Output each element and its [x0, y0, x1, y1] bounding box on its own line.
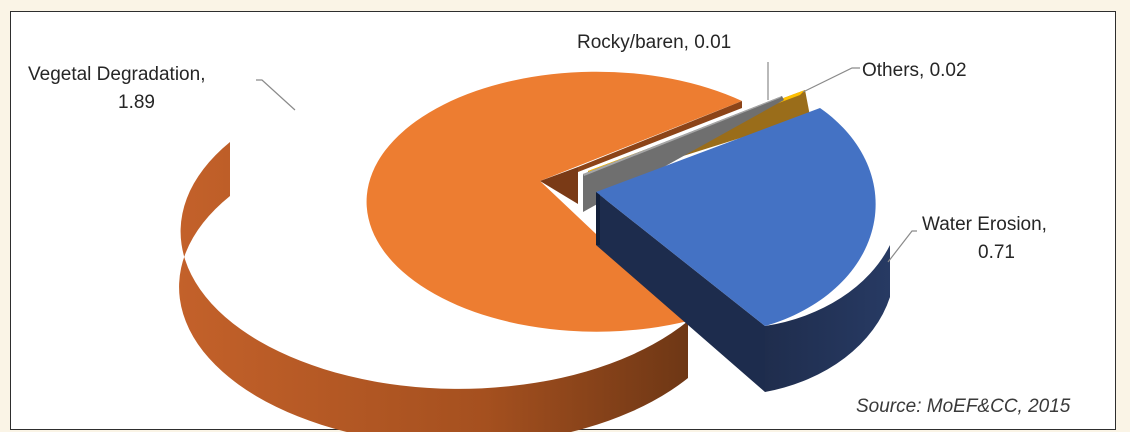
slice-water-erosion-top — [596, 108, 876, 326]
source-caption: Source: MoEF&CC, 2015 — [856, 396, 1071, 417]
slice-water-erosion-front — [596, 192, 765, 392]
leader-water — [887, 230, 917, 263]
slice-vegetal-degradation — [179, 71, 742, 432]
slice-vegetal-degradation-top — [366, 71, 742, 332]
label-vegetal-line1: Vegetal Degradation, — [28, 64, 205, 85]
label-vegetal-line2: 1.89 — [118, 92, 155, 113]
slice-water-erosion — [596, 108, 890, 392]
label-water-line2: 0.71 — [978, 242, 1015, 263]
leader-others — [802, 67, 860, 93]
slice-water-erosion-edge — [596, 192, 600, 245]
leader-lines — [256, 62, 917, 263]
slice-vegetal-degradation-cut — [578, 101, 742, 172]
label-rocky-baren: Rocky/baren, 0.01 — [577, 32, 731, 53]
slice-vegetal-degradation-side — [179, 142, 688, 432]
slice-water-erosion-side — [765, 245, 890, 392]
slice-vegetal-degradation-inner — [540, 167, 578, 204]
label-water-line1: Water Erosion, — [922, 214, 1047, 235]
label-others: Others, 0.02 — [862, 60, 967, 81]
leader-vegetal — [256, 79, 296, 111]
slice-rocky-baren-top — [583, 96, 782, 176]
